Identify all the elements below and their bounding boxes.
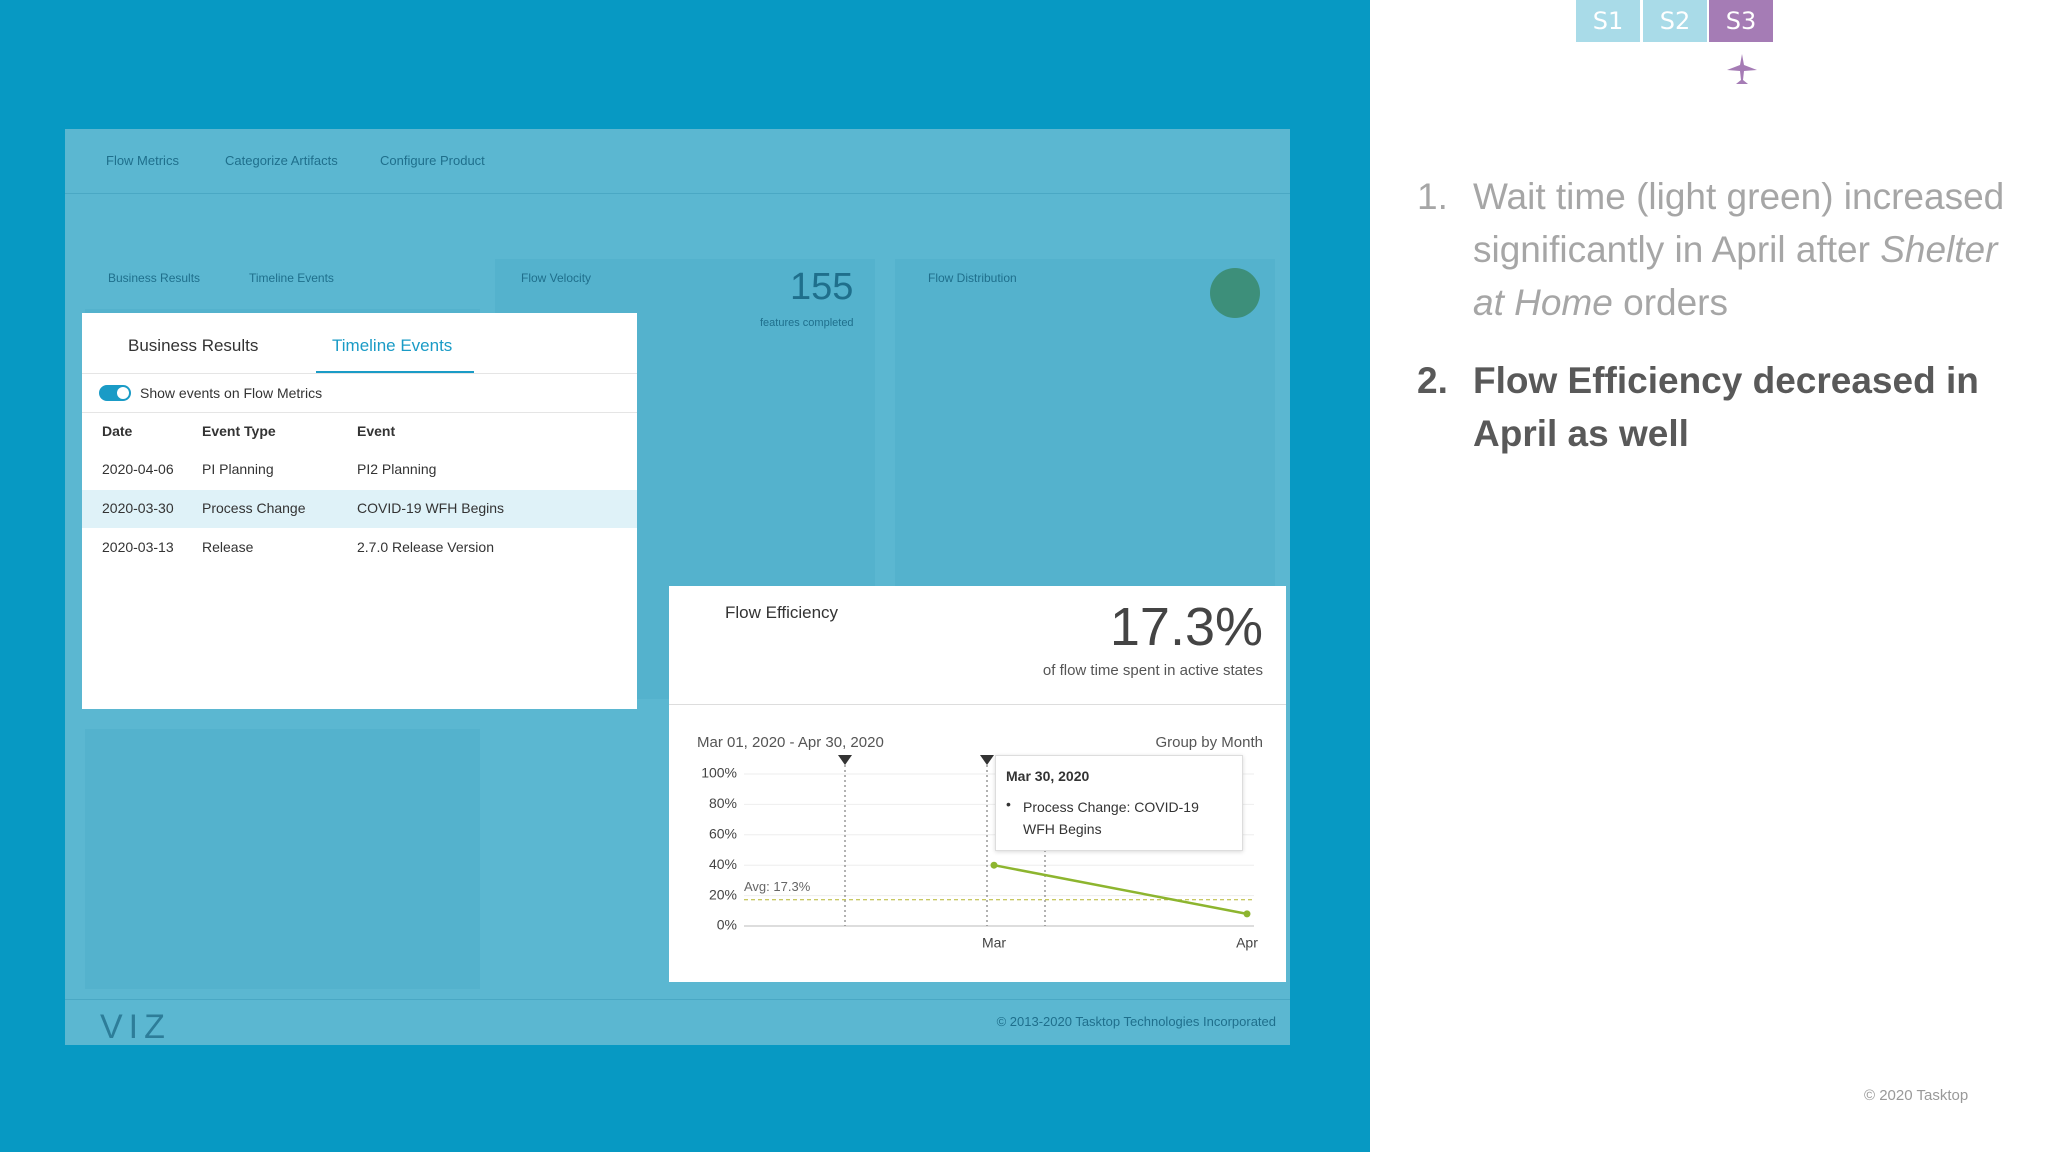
group-by[interactable]: Group by Month: [1155, 734, 1263, 751]
cell: PI Planning: [202, 461, 274, 477]
plane-icon: [1727, 54, 1757, 84]
toggle[interactable]: [99, 385, 131, 401]
cell: 2.7.0 Release Version: [357, 539, 494, 555]
tooltip-date: Mar 30, 2020: [1006, 768, 1090, 784]
note-emphasis: Shelter at Home: [1473, 229, 1998, 323]
panel-tab[interactable]: Business Results: [108, 271, 201, 285]
tab-underline: [316, 371, 474, 373]
pie-icon: [1210, 268, 1260, 318]
date-range: Mar 01, 2020 - Apr 30, 2020: [697, 734, 884, 751]
cell: Release: [202, 539, 254, 555]
velocity-value: 155: [790, 266, 854, 308]
cell: COVID-19 WFH Begins: [357, 500, 505, 516]
note-text: Flow Efficiency decreased in April as we…: [1473, 360, 1979, 454]
note-number: 2.: [1417, 360, 1448, 401]
copyright: © 2020 Tasktop: [1864, 1087, 1969, 1104]
tab[interactable]: Timeline Events: [332, 336, 453, 355]
panel-tab[interactable]: Timeline Events: [249, 271, 334, 285]
footer: © 2013-2020 Tasktop Technologies Incorpo…: [996, 1014, 1276, 1029]
panel-title: Flow Distribution: [928, 271, 1017, 285]
tooltip: Mar 30, 2020 • Process Change: COVID-19 …: [995, 755, 1243, 851]
tab[interactable]: Business Results: [128, 336, 259, 355]
note-text: Wait time (light green) increased signif…: [1473, 176, 2005, 270]
headline: 17.3%: [1109, 597, 1263, 657]
col-header[interactable]: Event: [357, 423, 396, 439]
note-text: orders: [1612, 282, 1728, 323]
col-header[interactable]: Date: [102, 423, 133, 439]
nav-tab[interactable]: Categorize Artifacts: [225, 153, 338, 168]
nav-tab[interactable]: Flow Metrics: [106, 153, 179, 168]
timeline-popup: Business Results Timeline Events Show ev…: [82, 313, 637, 709]
cell: 2020-04-06: [102, 461, 174, 477]
nav-tab[interactable]: Configure Product: [380, 153, 485, 168]
panel-title: Flow Velocity: [521, 271, 592, 285]
slide-tab[interactable]: S2: [1643, 0, 1707, 42]
note-number: 1.: [1417, 176, 1448, 217]
subtitle: of flow time spent in active states: [1042, 662, 1263, 679]
card-title: Flow Efficiency: [725, 603, 839, 622]
cell: PI2 Planning: [357, 461, 437, 477]
logo: VIZ: [100, 1008, 171, 1046]
cell: Process Change: [202, 500, 306, 516]
tooltip-text: Process Change: COVID-19 WFH Begins: [1023, 799, 1199, 837]
slide-tab[interactable]: S1: [1576, 0, 1640, 42]
cell: 2020-03-13: [102, 539, 174, 555]
cell: 2020-03-30: [102, 500, 174, 516]
slide-tab[interactable]: S3: [1709, 0, 1773, 42]
col-header[interactable]: Event Type: [202, 423, 276, 439]
velocity-caption: features completed: [760, 317, 854, 329]
row-highlight: [82, 490, 637, 528]
toggle-label: Show events on Flow Metrics: [140, 385, 323, 401]
